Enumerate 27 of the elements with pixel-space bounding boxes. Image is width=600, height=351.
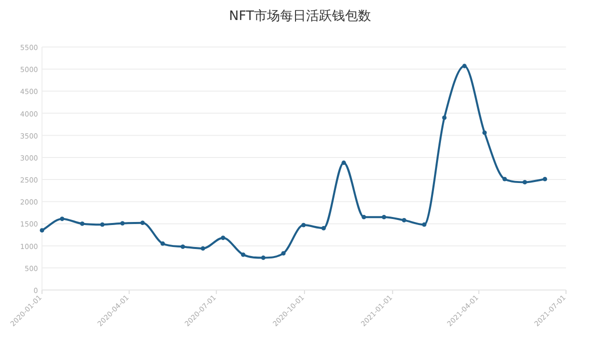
point (240, 252, 246, 257)
point (261, 256, 266, 260)
point (462, 64, 467, 68)
chart-title: NFT市场每日活跃钱包数 (229, 9, 371, 24)
point (120, 221, 125, 226)
point (301, 222, 306, 228)
point (482, 130, 487, 135)
point (422, 222, 426, 227)
point (160, 241, 165, 246)
point (200, 246, 206, 251)
point (220, 236, 226, 240)
point (140, 220, 145, 226)
point (402, 218, 406, 222)
point (80, 222, 84, 226)
point (100, 222, 105, 227)
point (342, 160, 346, 165)
point (60, 216, 64, 222)
point (382, 214, 386, 220)
point (281, 251, 286, 256)
point (321, 226, 326, 230)
point (542, 176, 548, 182)
point (40, 228, 44, 233)
point (502, 176, 507, 182)
point (180, 244, 186, 249)
point (362, 214, 366, 220)
point (522, 180, 528, 184)
point (442, 115, 447, 120)
